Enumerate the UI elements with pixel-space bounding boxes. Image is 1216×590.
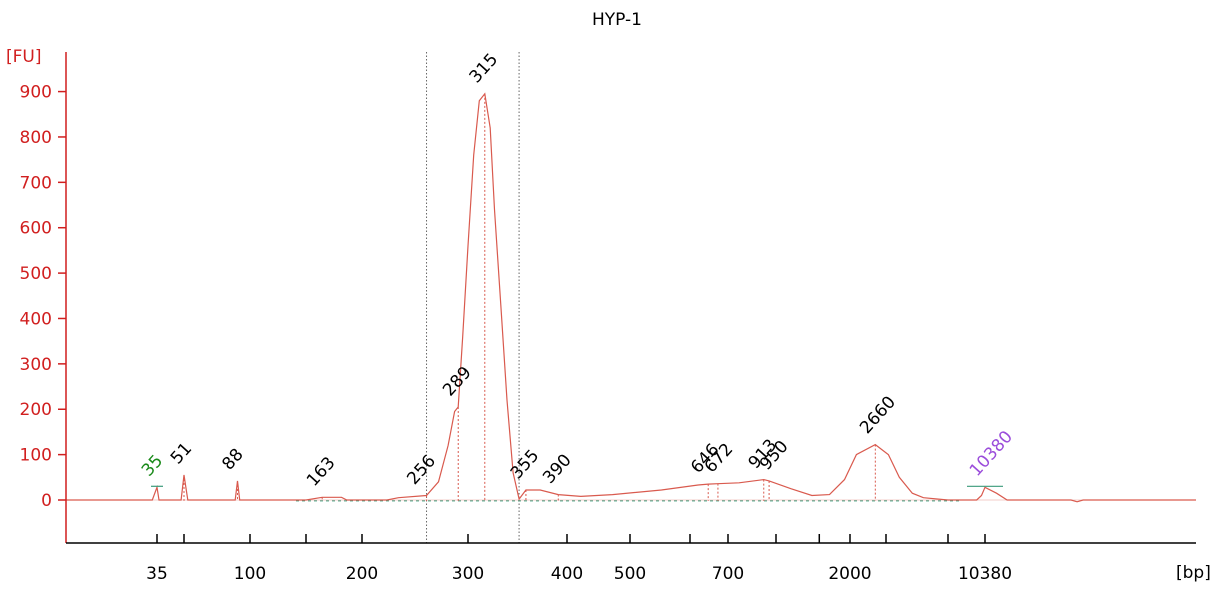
y-tick-label: 700 xyxy=(20,173,52,193)
peak-label[interactable]: 390 xyxy=(539,450,576,487)
x-tick-label: 2000 xyxy=(828,564,871,584)
peak-label[interactable]: 315 xyxy=(466,50,503,87)
peak-label[interactable]: 10380 xyxy=(966,427,1017,481)
x-tick-label: 700 xyxy=(712,564,744,584)
y-tick-label: 100 xyxy=(20,446,52,466)
peak-label[interactable]: 355 xyxy=(507,446,544,483)
peak-label[interactable]: 51 xyxy=(167,439,196,468)
y-tick-label: 300 xyxy=(20,355,52,375)
x-tick-label: 100 xyxy=(234,564,266,584)
y-tick-label: 900 xyxy=(20,83,52,103)
y-axis-label: [FU] xyxy=(6,47,42,67)
peak-label[interactable]: 256 xyxy=(403,451,440,488)
axes: 0 100 200 300 400 500 600 700 800 900 35 100 200 300 4… xyxy=(20,52,1196,584)
x-tick-label: 10380 xyxy=(958,564,1012,584)
peak-label[interactable]: 88 xyxy=(218,445,247,474)
x-tick-label: 300 xyxy=(452,564,484,584)
x-tick-label: 400 xyxy=(551,564,583,584)
x-tick-label: 500 xyxy=(614,564,646,584)
peak-label[interactable]: 35 xyxy=(138,451,167,480)
x-tick-label: 35 xyxy=(146,564,168,584)
y-tick-label: 500 xyxy=(20,264,52,284)
x-axis-label: [bp] xyxy=(1176,563,1211,583)
trace-line xyxy=(66,92,1196,503)
y-tick-label: 800 xyxy=(20,128,52,148)
x-tick-label: 200 xyxy=(346,564,378,584)
peak-label[interactable]: 2660 xyxy=(856,392,900,438)
y-tick-label: 200 xyxy=(20,400,52,420)
chart-title: HYP-1 xyxy=(592,10,642,30)
y-tick-label: 600 xyxy=(20,219,52,239)
peak-label[interactable]: 289 xyxy=(439,363,476,400)
y-tick-label: 400 xyxy=(20,309,52,329)
y-tick-label: 0 xyxy=(41,491,52,511)
trace-layer xyxy=(66,92,1196,503)
peak-label[interactable]: 163 xyxy=(303,453,340,490)
